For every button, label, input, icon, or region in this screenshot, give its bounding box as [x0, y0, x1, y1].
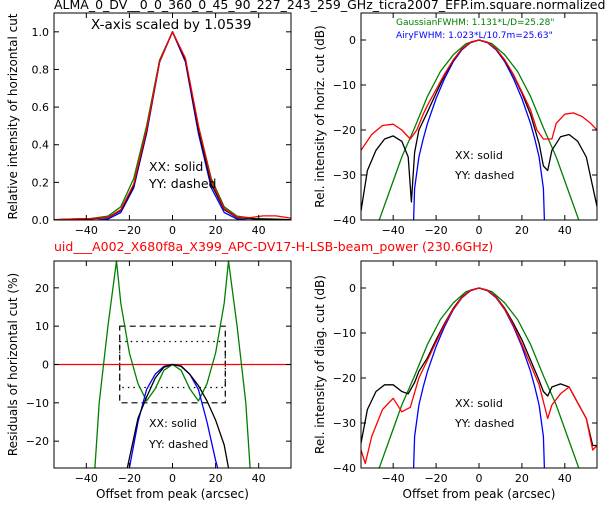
legend-xx-solid: XX: solid — [455, 397, 503, 410]
black-curve-tr — [361, 39, 597, 212]
y-tick-label: 0 — [349, 34, 356, 47]
top-title: ALMA_0_DV__0_0_360_0_45_90_227_243_259_G… — [54, 0, 605, 12]
chart-bl: −40 −20 0 20 40 −20 −10 0 10 20 Residuals of horiz… — [6, 260, 292, 501]
x-tick-label: 40 — [252, 224, 266, 237]
red-curve-tl — [54, 31, 291, 220]
y-tick-label: 0.4 — [32, 139, 50, 152]
y-tick-label: 10 — [35, 320, 49, 333]
legend-xx-solid: XX: solid — [149, 159, 203, 174]
y-tick-label: 0 — [349, 282, 356, 295]
x-tick-label: −20 — [424, 224, 447, 237]
gaussian-fwhm-note: GaussianFWHM: 1.131*L/D=25.28" — [396, 18, 554, 28]
y-tick-label: 0.2 — [32, 176, 50, 189]
y-tick-label: 0.0 — [32, 214, 50, 227]
blue-curve-tr — [412, 39, 546, 220]
x-tick-label: 40 — [558, 472, 572, 485]
legend-yy-dashed: YY: dashed — [454, 169, 514, 182]
x-tick-label: −20 — [118, 472, 141, 485]
y-tick-label: 20 — [35, 282, 49, 295]
y-tick-label: −30 — [333, 169, 356, 182]
plot-area-tr — [361, 39, 597, 220]
y-tick-label: 0.8 — [32, 63, 50, 76]
y-tick-label: 0.6 — [32, 101, 50, 114]
y-tick-label: −20 — [333, 372, 356, 385]
legend-xx-solid: XX: solid — [149, 417, 197, 430]
plot-area-tl — [54, 31, 291, 220]
y-tick-label: −20 — [333, 124, 356, 137]
x-tick-label: 0 — [169, 472, 176, 485]
red-curve-tr — [361, 39, 597, 151]
x-tick-label: 20 — [515, 472, 529, 485]
mid-title: uid___A002_X680f8a_X399_APC-DV17-H-LSB-b… — [54, 239, 493, 254]
x-axis-label: Offset from peak (arcsec) — [403, 487, 556, 501]
plot-area-bl — [54, 261, 291, 468]
y-tick-label: −10 — [333, 79, 356, 92]
x-scale-note: X-axis scaled by 1.0539 — [91, 17, 252, 33]
x-tick-label: −40 — [382, 472, 405, 485]
x-tick-label: 0 — [169, 224, 176, 237]
chart-tr: −40 −20 0 20 40 −40 −30 −20 −10 0 Rel. intensity o… — [313, 12, 598, 237]
x-tick-label: 20 — [209, 224, 223, 237]
y-axis-label: Relative intensity of horizontal cut — [6, 13, 20, 219]
x-tick-label: −40 — [75, 224, 98, 237]
y-axis-label: Rel. intensity of horiz. cut (dB) — [313, 25, 327, 207]
y-axis-label: Rel. intensity of diag. cut (dB) — [313, 275, 327, 454]
legend-yy-dashed: YY: dashed — [148, 438, 208, 451]
airy-fwhm-note: AiryFWHM: 1.023*L/10.7m=25.63" — [396, 31, 553, 41]
x-axis-label: Offset from peak (arcsec) — [96, 487, 249, 501]
annotations: X-axis scaled by 1.0539 GaussianFWHM: 1.1… — [91, 17, 554, 451]
chart-br: −40 −20 0 20 40 −40 −30 −20 −10 0 Rel. intensity o… — [313, 260, 598, 501]
y-tick-label: −40 — [333, 214, 356, 227]
green-curve-tl — [54, 31, 291, 220]
x-tick-label: −20 — [424, 472, 447, 485]
blue-curve-br — [412, 287, 546, 468]
dotted-bounds-box — [119, 340, 226, 389]
x-tick-label: 40 — [558, 224, 572, 237]
y-axis-label: Residuals of horizontal cut (%) — [6, 273, 20, 456]
y-tick-label: −10 — [26, 397, 49, 410]
y-tick-label: −40 — [333, 462, 356, 475]
x-tick-label: 20 — [515, 224, 529, 237]
x-tick-label: 0 — [476, 472, 483, 485]
black-curve-bl — [126, 363, 230, 468]
x-tick-label: −40 — [75, 472, 98, 485]
x-tick-label: 20 — [209, 472, 223, 485]
legend-xx-solid: XX: solid — [455, 149, 503, 162]
legend-yy-dashed: YY: dashed — [148, 176, 216, 191]
blue-curve-tl — [97, 31, 248, 220]
x-tick-label: −20 — [118, 224, 141, 237]
plot-area-br — [361, 287, 597, 468]
black-curve-tl — [54, 31, 291, 220]
x-tick-label: 40 — [252, 472, 266, 485]
x-tick-label: −40 — [382, 224, 405, 237]
y-tick-label: 0 — [42, 359, 49, 372]
y-tick-label: −20 — [26, 435, 49, 448]
y-tick-label: 1.0 — [32, 26, 50, 39]
y-tick-label: −10 — [333, 327, 356, 340]
axes-frame-br — [360, 260, 598, 469]
legend-yy-dashed: YY: dashed — [454, 417, 514, 430]
axes-frame-tr — [360, 12, 598, 221]
y-tick-label: −30 — [333, 417, 356, 430]
chart-tl: −40 −20 0 20 40 0.0 0.2 0.4 0.6 0.8 1.0 Relative in… — [6, 12, 292, 237]
red-curve-br — [361, 287, 597, 465]
x-tick-label: 0 — [476, 224, 483, 237]
